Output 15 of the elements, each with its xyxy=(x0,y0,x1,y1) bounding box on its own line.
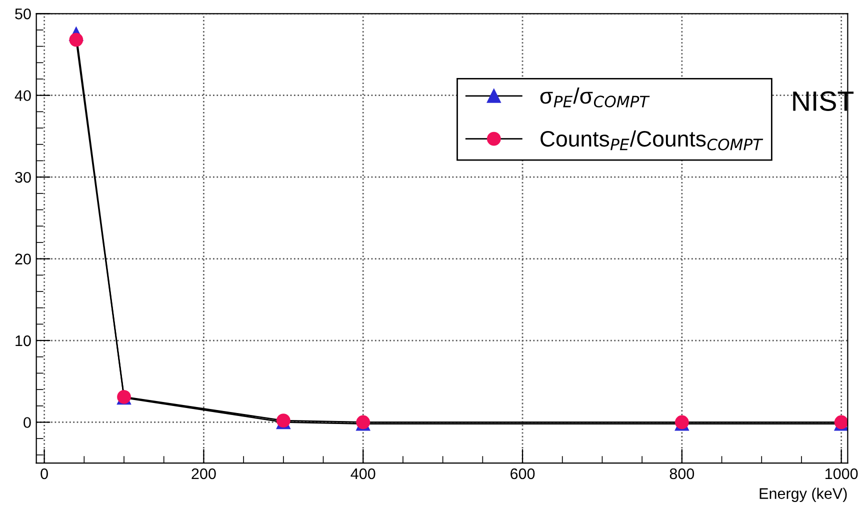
y-tick-label: 30 xyxy=(15,172,31,183)
legend-label: Counts$_{PE}$/Counts$_{COMPT}$ xyxy=(540,130,764,150)
y-tick-label: 20 xyxy=(15,254,31,264)
y-tick-label: 40 xyxy=(14,90,31,102)
x-tick-label: 200 xyxy=(192,468,216,480)
legend-label: σ$_{PE}$/σ$_{COMPT}$ xyxy=(540,87,650,108)
x-axis-title: Energy (keV) xyxy=(760,488,847,502)
x-tick-label: 1000 xyxy=(825,468,858,480)
y-tick-label: 0 xyxy=(24,417,31,428)
x-tick-label: 0 xyxy=(40,468,48,480)
x-tick-label: 800 xyxy=(670,468,694,480)
y-tick-label: 10 xyxy=(16,335,31,346)
y-tick-label: 50 xyxy=(15,8,31,20)
x-tick-label: 400 xyxy=(350,468,376,480)
x-tick-label: 600 xyxy=(510,468,535,480)
